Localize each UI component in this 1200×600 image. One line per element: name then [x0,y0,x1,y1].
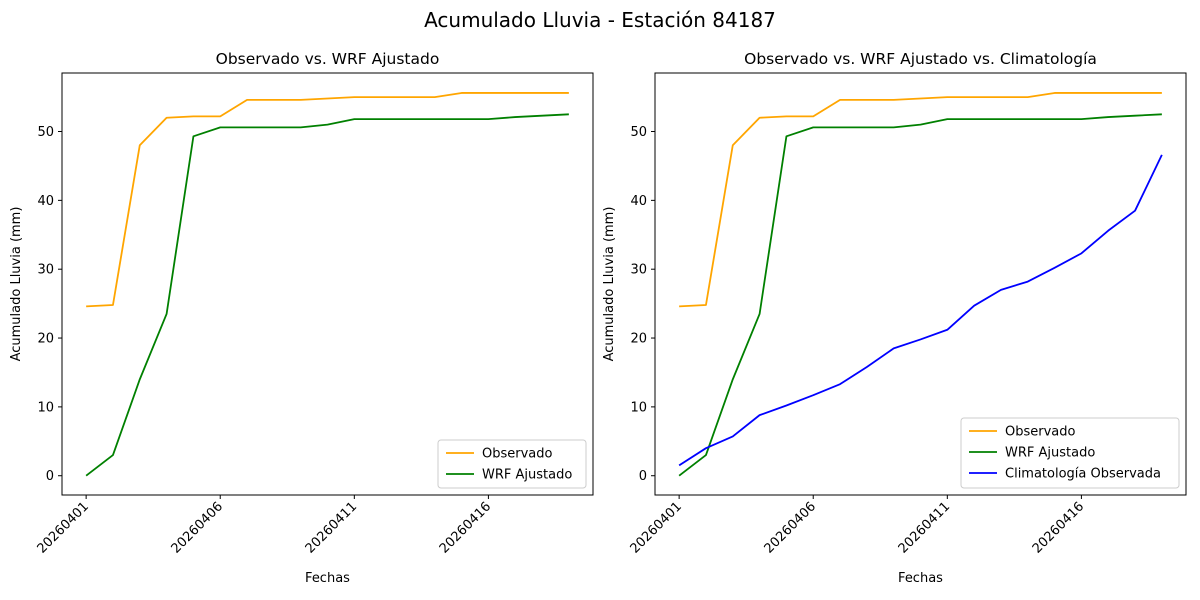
legend-entry-label: WRF Ajustado [1005,446,1095,461]
y-tick-label: 30 [630,263,647,278]
x-tick-label: 20260411 [303,499,360,556]
x-axis-label: Fechas [898,571,943,586]
chart-title: Observado vs. WRF Ajustado vs. Climatolo… [744,50,1097,68]
x-tick-label: 20260401 [35,499,92,556]
y-axis-label: Acumulado Lluvia (mm) [602,207,617,362]
x-tick-label: 20260406 [762,499,819,556]
y-tick-label: 30 [37,263,54,278]
legend-entry-label: Climatología Observada [1005,467,1161,482]
plot-area-frame [61,72,594,496]
chart-title: Observado vs. WRF Ajustado [216,50,440,68]
figure-suptitle: Acumulado Lluvia - Estación 84187 [424,8,776,32]
right-chart-panel: Observado vs. WRF Ajustado vs. Climatolo… [602,50,1187,586]
legend: Observado WRF Ajustado [437,439,587,489]
y-tick-label: 10 [37,400,54,415]
x-tick-label: 20260416 [437,499,494,556]
legend: Observado WRF Ajustado Climatología Observ… [960,417,1180,489]
y-axis-label: Acumulado Lluvia (mm) [9,207,24,362]
y-tick-label: 50 [630,125,647,140]
series-line-climatologia-observada [678,154,1163,467]
legend-entry-label: Observado [482,447,553,462]
left-chart-panel: Observado vs. WRF Ajustado 0 10 20 30 40 50 202… [9,50,594,586]
y-tick-label: 0 [639,469,647,484]
series-line-wrf-ajustado [85,113,569,477]
y-tick-label: 20 [630,332,647,347]
legend-entry-label: WRF Ajustado [482,468,572,483]
y-tick-label: 40 [630,194,647,209]
legend-entry-label: Observado [1005,425,1076,440]
plot-area-frame [654,72,1187,496]
x-tick-label: 20260411 [896,499,953,556]
x-tick-label: 20260401 [628,499,685,556]
series-line-observado [86,92,569,308]
x-axis-label: Fechas [305,571,350,586]
y-tick-label: 40 [37,194,54,209]
x-tick-label: 20260416 [1030,499,1087,556]
legend-box [437,439,587,489]
y-tick-label: 0 [46,469,54,484]
series-line-wrf-ajustado [678,113,1162,477]
series-line-observado [679,92,1162,308]
x-tick-label: 20260406 [169,499,226,556]
y-tick-label: 10 [630,400,647,415]
legend-box [960,417,1180,489]
y-tick-label: 20 [37,332,54,347]
y-tick-label: 50 [37,125,54,140]
